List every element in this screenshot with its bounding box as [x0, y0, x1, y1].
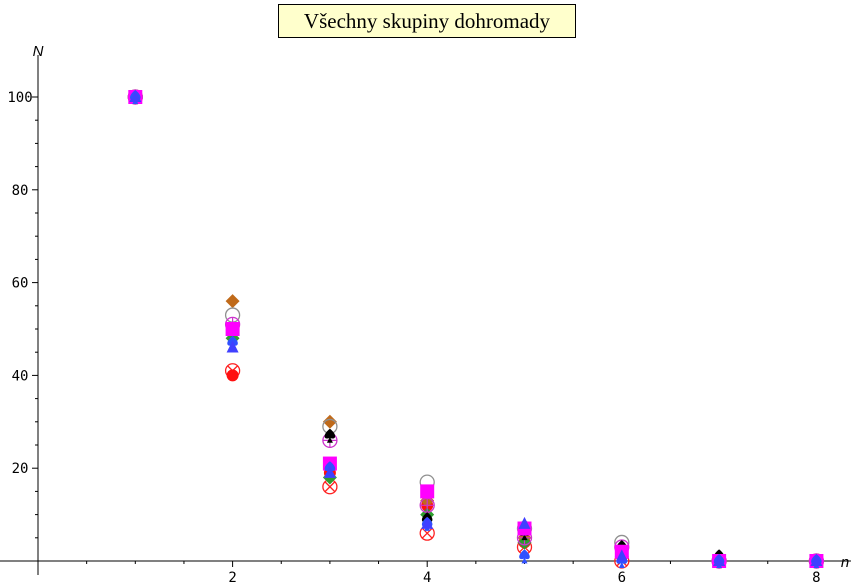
y-tick-label: 20	[12, 461, 29, 477]
data-point	[226, 369, 239, 382]
data-point	[421, 516, 434, 529]
y-axis-label: N	[33, 43, 44, 60]
data-point	[419, 497, 435, 513]
y-tick-label: 100	[7, 90, 32, 106]
data-point	[324, 428, 336, 443]
data-point	[420, 484, 435, 499]
chart-title: Všechny skupiny dohromady	[278, 4, 576, 38]
data-point	[519, 549, 530, 564]
x-axis-label: n	[841, 554, 849, 571]
x-tick-label: 4	[423, 570, 431, 583]
y-tick-label: 80	[12, 183, 29, 199]
data-point	[713, 554, 726, 566]
data-point	[810, 554, 823, 566]
x-tick-label: 2	[228, 570, 236, 583]
data-point	[226, 340, 239, 353]
data-point	[322, 414, 337, 429]
data-point	[225, 322, 240, 336]
data-point	[518, 516, 531, 529]
axes: 2 4 6 8 20 40 60 80 100 Nn	[0, 43, 851, 583]
x-tick-label: 6	[618, 570, 626, 583]
data-points	[127, 89, 825, 569]
data-point	[129, 90, 142, 102]
x-tick-label: 8	[812, 570, 820, 583]
data-point	[323, 465, 336, 478]
data-point	[225, 294, 240, 309]
y-tick-label: 60	[12, 276, 29, 292]
y-tick-label: 40	[12, 368, 29, 384]
data-point	[615, 549, 628, 562]
